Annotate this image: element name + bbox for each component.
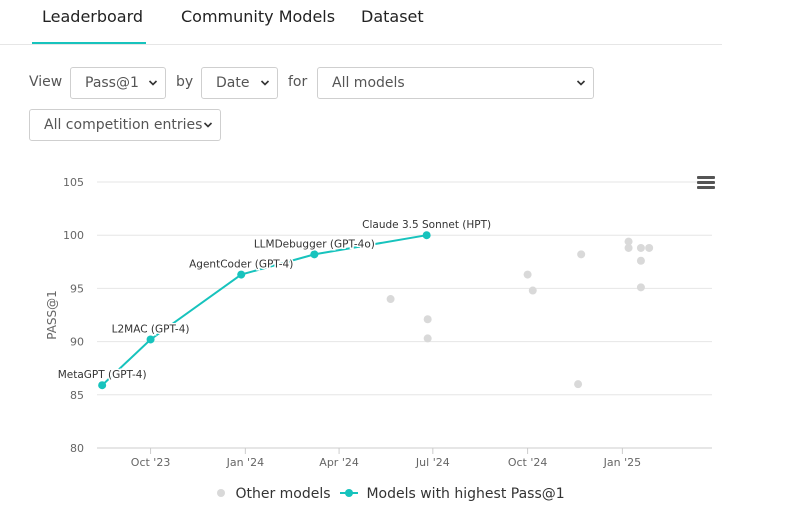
legend-marker-other xyxy=(217,489,225,497)
models-select-value: All models xyxy=(332,75,405,91)
other-model-point xyxy=(523,270,532,279)
models-select[interactable]: All models xyxy=(317,67,594,99)
group-by-select-value: Date xyxy=(216,75,250,91)
best-model-point xyxy=(237,270,246,279)
best-model-point xyxy=(98,381,107,390)
by-label: by xyxy=(176,74,194,90)
other-model-point xyxy=(528,286,537,295)
best-model-label: AgentCoder (GPT-4) xyxy=(189,259,293,271)
best-model-point xyxy=(146,335,155,344)
y-tick-label: 105 xyxy=(63,176,84,189)
x-tick-label: Apr '24 xyxy=(319,456,359,469)
other-model-point xyxy=(423,334,432,343)
chevron-down-icon xyxy=(260,80,270,86)
best-model-point xyxy=(310,250,319,259)
best-model-point xyxy=(422,231,431,240)
tab-bar: Leaderboard Community Models Dataset xyxy=(0,0,722,45)
chart-menu-button[interactable] xyxy=(697,176,715,190)
chevron-down-icon xyxy=(148,80,158,86)
other-model-point xyxy=(386,295,395,304)
other-model-point xyxy=(645,243,654,252)
best-model-label: L2MAC (GPT-4) xyxy=(112,323,190,335)
legend-label-highest: Models with highest Pass@1 xyxy=(366,486,565,502)
x-tick-label: Oct '23 xyxy=(131,456,171,469)
y-tick-label: 95 xyxy=(70,282,84,295)
legend-item-other-models[interactable]: Other models xyxy=(215,486,331,502)
chevron-down-icon xyxy=(203,122,213,128)
y-axis-title: PASS@1 xyxy=(45,290,59,340)
legend-item-highest[interactable]: Models with highest Pass@1 xyxy=(340,486,565,502)
tab-dataset[interactable]: Dataset xyxy=(361,7,424,26)
y-tick-label: 100 xyxy=(63,229,84,242)
y-tick-label: 90 xyxy=(70,336,84,349)
other-model-point xyxy=(624,243,633,252)
tab-community-models[interactable]: Community Models xyxy=(181,7,336,26)
metric-select[interactable]: Pass@1 xyxy=(70,67,166,99)
other-model-point xyxy=(577,250,586,259)
hamburger-menu-icon xyxy=(697,176,715,179)
best-model-label: Claude 3.5 Sonnet (HPT) xyxy=(362,219,491,231)
metric-select-value: Pass@1 xyxy=(85,75,139,91)
x-tick-label: Jul '24 xyxy=(415,456,450,469)
other-model-point xyxy=(636,283,645,292)
other-model-point xyxy=(636,243,645,252)
legend-marker-highest xyxy=(340,489,358,497)
y-tick-label: 80 xyxy=(70,442,84,455)
chevron-down-icon xyxy=(576,80,586,86)
for-label: for xyxy=(288,74,308,90)
tab-leaderboard[interactable]: Leaderboard xyxy=(42,7,144,26)
active-tab-indicator xyxy=(32,42,146,44)
other-model-point xyxy=(636,256,645,265)
x-tick-label: Jan '24 xyxy=(226,456,264,469)
other-model-point xyxy=(423,315,432,324)
entries-select-value: All competition entries xyxy=(44,117,203,133)
x-tick-label: Jan '25 xyxy=(603,456,641,469)
legend-label-other: Other models xyxy=(235,486,331,502)
other-model-point xyxy=(624,237,633,246)
entries-select[interactable]: All competition entries xyxy=(29,109,221,141)
view-label: View xyxy=(29,74,63,90)
pass-at-1-chart: 80 85 90 95 100 105 Oct '23 Jan '24 Apr '24 Jul '… xyxy=(45,176,712,469)
best-model-label: MetaGPT (GPT-4) xyxy=(58,369,147,381)
best-model-label: LLMDebugger (GPT-4o) xyxy=(254,238,375,250)
group-by-select[interactable]: Date xyxy=(201,67,278,99)
x-tick-label: Oct '24 xyxy=(508,456,548,469)
other-model-point xyxy=(574,380,583,389)
y-tick-label: 85 xyxy=(70,389,84,402)
